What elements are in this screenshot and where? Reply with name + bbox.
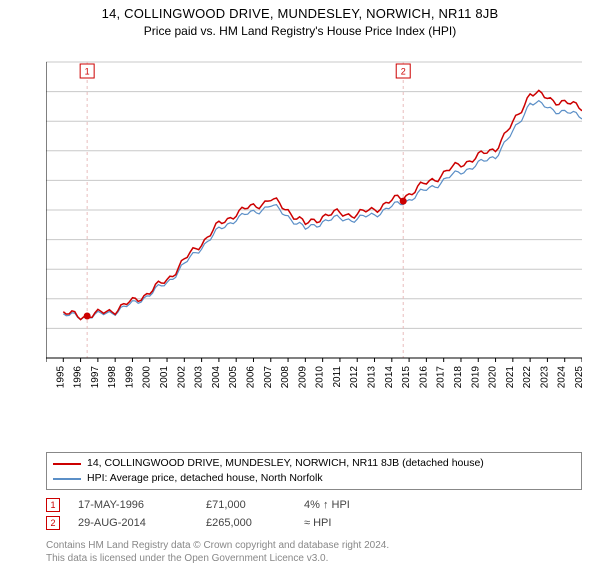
svg-text:1996: 1996 [73,366,84,389]
svg-text:2011: 2011 [332,366,343,388]
svg-text:2001: 2001 [159,366,170,389]
svg-text:2012: 2012 [349,366,360,389]
transaction-row: 1 17-MAY-1996 £71,000 4% ↑ HPI [46,496,582,514]
svg-text:1995: 1995 [55,366,66,389]
svg-text:2000: 2000 [142,366,153,389]
svg-text:2013: 2013 [367,366,378,389]
svg-text:2021: 2021 [505,366,516,389]
transaction-row: 2 29-AUG-2014 £265,000 ≈ HPI [46,514,582,532]
footer-line1: Contains HM Land Registry data © Crown c… [46,539,582,552]
svg-text:2018: 2018 [453,366,464,389]
svg-text:1: 1 [85,67,90,77]
svg-text:2006: 2006 [245,366,256,389]
footer: Contains HM Land Registry data © Crown c… [46,539,582,565]
transaction-date: 17-MAY-1996 [78,499,188,511]
legend-box: 14, COLLINGWOOD DRIVE, MUNDESLEY, NORWIC… [46,452,582,490]
svg-text:2003: 2003 [194,366,205,389]
chart-subtitle: Price paid vs. HM Land Registry's House … [0,24,600,38]
svg-text:2010: 2010 [315,366,326,389]
svg-text:2023: 2023 [539,366,550,389]
transaction-marker-1: 1 [46,498,60,512]
legend-label-property: 14, COLLINGWOOD DRIVE, MUNDESLEY, NORWIC… [87,456,484,471]
footer-line2: This data is licensed under the Open Gov… [46,552,582,565]
transaction-price: £71,000 [206,499,286,511]
chart-title: 14, COLLINGWOOD DRIVE, MUNDESLEY, NORWIC… [0,6,600,21]
chart-container: 14, COLLINGWOOD DRIVE, MUNDESLEY, NORWIC… [0,6,600,566]
svg-text:2022: 2022 [522,366,533,389]
svg-text:1999: 1999 [124,366,135,389]
svg-text:2015: 2015 [401,366,412,389]
svg-text:2: 2 [401,67,406,77]
legend-swatch-hpi [53,478,81,480]
svg-text:2020: 2020 [488,366,499,389]
transaction-marker-2: 2 [46,516,60,530]
transaction-hpi: 4% ↑ HPI [304,499,384,511]
svg-text:2002: 2002 [176,366,187,389]
svg-text:1998: 1998 [107,366,118,389]
svg-text:1994: 1994 [46,366,49,389]
svg-text:1997: 1997 [90,366,101,389]
transactions-list: 1 17-MAY-1996 £71,000 4% ↑ HPI 2 29-AUG-… [46,496,582,532]
svg-text:2007: 2007 [263,366,274,389]
svg-text:2008: 2008 [280,366,291,389]
chart-area: £0£50K£100K£150K£200K£250K£300K£350K£400… [46,58,582,408]
svg-text:2004: 2004 [211,366,222,389]
legend-area: 14, COLLINGWOOD DRIVE, MUNDESLEY, NORWIC… [46,452,582,565]
svg-text:2025: 2025 [574,366,582,389]
svg-text:2017: 2017 [436,366,447,389]
legend-row-property: 14, COLLINGWOOD DRIVE, MUNDESLEY, NORWIC… [53,456,575,471]
svg-text:2009: 2009 [297,366,308,389]
line-chart: £0£50K£100K£150K£200K£250K£300K£350K£400… [46,58,582,408]
transaction-price: £265,000 [206,517,286,529]
legend-row-hpi: HPI: Average price, detached house, Nort… [53,471,575,486]
legend-label-hpi: HPI: Average price, detached house, Nort… [87,471,323,486]
svg-text:2016: 2016 [418,366,429,389]
svg-text:2014: 2014 [384,366,395,389]
transaction-hpi: ≈ HPI [304,517,384,529]
svg-text:2005: 2005 [228,366,239,389]
svg-text:2024: 2024 [557,366,568,389]
transaction-date: 29-AUG-2014 [78,517,188,529]
svg-text:2019: 2019 [470,366,481,389]
legend-swatch-property [53,463,81,465]
